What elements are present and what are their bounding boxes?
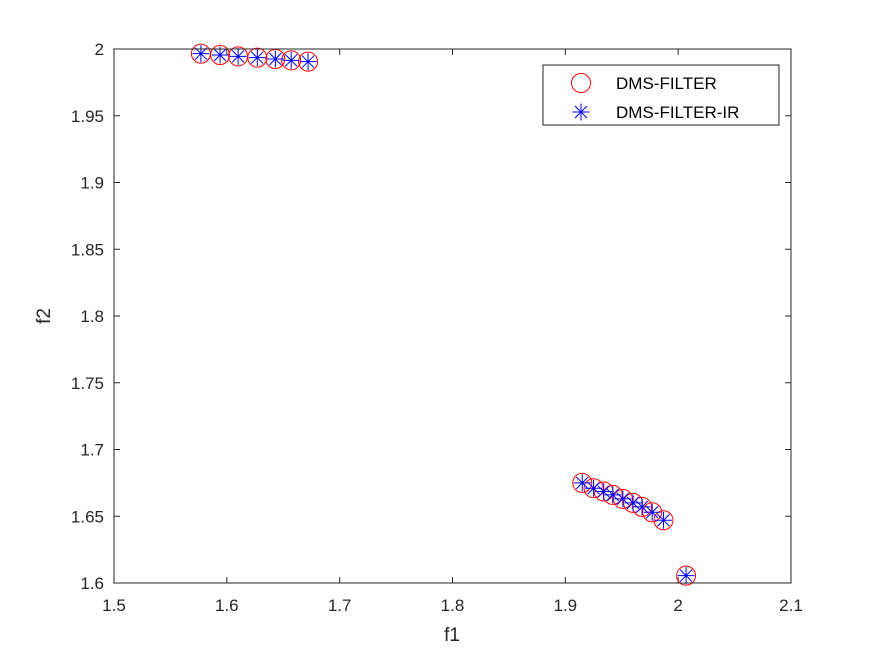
data-point-circle — [265, 49, 286, 70]
data-point-asterisk — [299, 53, 317, 71]
series-asterisks — [192, 45, 695, 585]
y-tick-label: 1.85 — [71, 240, 104, 259]
data-point-asterisk — [585, 479, 603, 497]
y-tick-label: 1.65 — [71, 507, 104, 526]
y-tick-label: 1.8 — [80, 307, 104, 326]
data-point-circle — [298, 51, 319, 72]
y-tick-label: 1.95 — [71, 107, 104, 126]
legend: DMS-FILTER DMS-FILTER-IR — [542, 64, 780, 126]
x-axis-label: f1 — [444, 625, 460, 646]
x-tick-label: 1.8 — [441, 596, 465, 615]
y-tick-label: 1.6 — [80, 574, 104, 593]
data-point-circle — [583, 478, 604, 499]
y-axis-label: f2 — [34, 308, 55, 324]
data-point-asterisk — [248, 49, 266, 67]
legend-item: DMS-FILTER — [571, 73, 717, 93]
legend-label: DMS-FILTER-IR — [616, 103, 739, 122]
y-tick-label: 1.7 — [80, 441, 104, 460]
x-tick-label: 2 — [673, 596, 682, 615]
data-point-asterisk — [282, 51, 300, 69]
tick-labels: 1.5 1.6 1.7 1.8 1.9 2 2.1 1.6 1.65 1.7 1.75 1.8 1.85… — [71, 40, 803, 615]
data-point-asterisk — [266, 50, 284, 68]
data-point-asterisk — [624, 494, 642, 512]
y-tick-label: 2 — [95, 40, 104, 59]
data-point-circle — [281, 50, 302, 71]
data-point-circle — [247, 47, 268, 68]
legend-box — [542, 64, 780, 126]
data-point-circle — [612, 488, 633, 509]
legend-label: DMS-FILTER — [616, 74, 717, 93]
data-point-circle — [642, 502, 663, 523]
data-point-asterisk — [643, 503, 661, 521]
data-point-circle — [210, 45, 231, 66]
data-point-asterisk — [595, 483, 613, 501]
data-point-asterisk — [633, 498, 651, 516]
x-tick-label: 1.6 — [215, 596, 239, 615]
data-point-circle — [572, 472, 593, 493]
legend-marker-circle — [571, 73, 591, 93]
legend-item: DMS-FILTER-IR — [572, 103, 739, 122]
y-tick-label: 1.9 — [80, 174, 104, 193]
x-tick-label: 1.7 — [328, 596, 352, 615]
data-point-asterisk — [677, 567, 695, 585]
data-point-circle — [653, 510, 674, 531]
data-point-asterisk — [654, 511, 672, 529]
data-points — [190, 43, 697, 586]
legend-marker-asterisk — [572, 103, 590, 121]
plot-area — [114, 49, 791, 583]
x-tick-label: 2.1 — [779, 596, 803, 615]
x-tick-label: 1.9 — [554, 596, 578, 615]
y-tick-label: 1.75 — [71, 374, 104, 393]
data-point-asterisk — [229, 47, 247, 65]
data-point-asterisk — [192, 45, 210, 63]
data-point-circle — [676, 565, 697, 586]
axes-box — [113, 48, 792, 584]
x-tick-label: 1.5 — [102, 596, 126, 615]
